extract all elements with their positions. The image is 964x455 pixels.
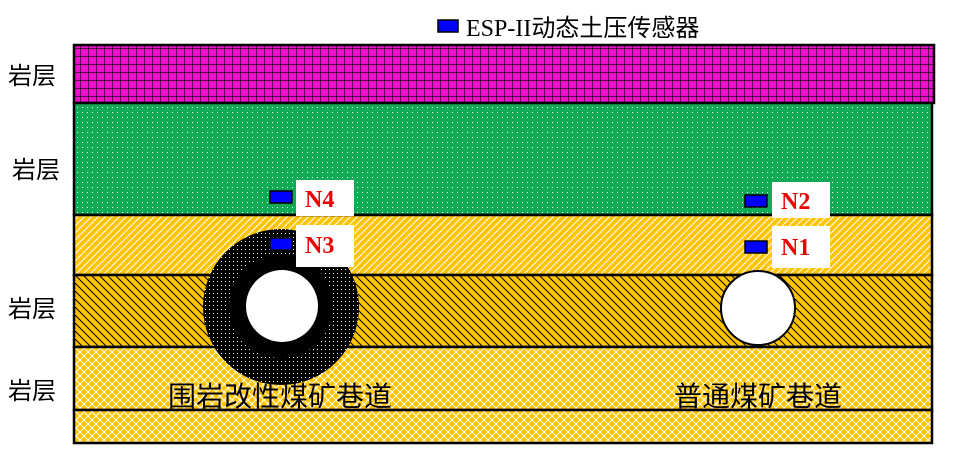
legend-label: ESP-II动态土压传感器 [466,15,699,42]
sensor-label-box [772,226,830,268]
sensor-icon [744,240,768,254]
layer-yellow-hatched [72,273,934,349]
normal-tunnel-label: 普通煤矿巷道 [674,381,842,413]
sensor-icon [744,194,768,208]
layer-magenta [72,43,936,105]
sensor-n2: N2 [781,189,810,215]
sensor-n4: N4 [305,187,334,213]
modified-tunnel [203,229,359,385]
sensor-n1: N1 [781,235,810,261]
tunnel-opening [246,270,318,342]
sensor-icon [269,237,293,251]
sensor-label-box [296,180,354,216]
sensor-icon [269,190,293,204]
sensor-label-box [296,225,354,267]
sensor-legend-icon [437,19,459,33]
layer-label-2: 岩层 [12,157,60,184]
normal-tunnel [720,270,796,346]
sensor-label-box [772,182,830,218]
legend: ESP-II动态土压传感器 [437,15,699,42]
layer-crosshatch-bottom [72,408,934,445]
layer-label-5: 岩层 [8,378,56,405]
layer-label-4: 岩层 [8,296,56,323]
sensor-n3: N3 [305,233,334,259]
layer-label-1: 岩层 [8,63,56,90]
modified-tunnel-label: 围岩改性煤矿巷道 [168,381,392,413]
